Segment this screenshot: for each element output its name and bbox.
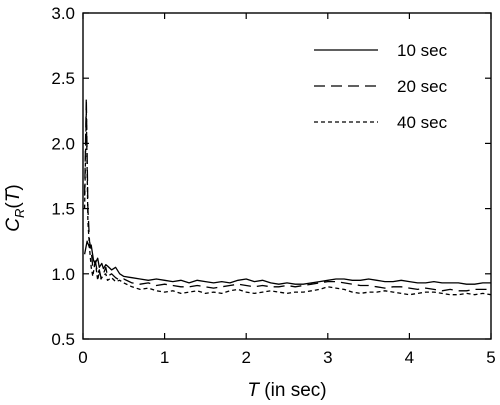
x-axis-label-unit: (in sec) (259, 380, 327, 401)
x-tick-label: 5 (486, 348, 495, 367)
y-tick-label: 1.0 (51, 265, 75, 284)
series-line-3 (83, 110, 492, 296)
x-tick-label: 3 (323, 348, 332, 367)
tick-labels-group: 0 1 2 3 4 5 0.5 1.0 1.5 2.0 2.5 3.0 (51, 4, 495, 367)
y-axis-label-base: C (3, 218, 24, 232)
y-tick-label: 2.0 (51, 134, 75, 153)
x-tick-label: 1 (160, 348, 169, 367)
series-line-2 (83, 97, 491, 292)
y-tick-label: 3.0 (51, 4, 75, 23)
x-tick-label: 4 (405, 348, 414, 367)
series-lines-group (83, 97, 492, 296)
x-axis-label: T (in sec) (247, 380, 326, 401)
y-axis-label: CR(T) (3, 184, 27, 231)
legend-label-1: 10 sec (397, 41, 448, 60)
ticks-group (82, 12, 492, 340)
legend-label-3: 40 sec (397, 113, 448, 132)
y-axis-label-close: ) (3, 184, 24, 190)
y-tick-label: 0.5 (51, 330, 75, 349)
legend-label-2: 20 sec (397, 77, 448, 96)
legend: 10 sec 20 sec 40 sec (314, 41, 448, 132)
y-axis-label-subscript: R (12, 209, 27, 218)
x-tick-label: 0 (78, 348, 87, 367)
y-tick-label: 2.5 (51, 69, 75, 88)
plot-frame (82, 12, 492, 340)
x-axis-label-var: T (247, 380, 260, 401)
series-line-1 (83, 240, 491, 285)
y-tick-label: 1.5 (51, 200, 75, 219)
y-axis-label-open: ( (3, 202, 24, 209)
x-tick-label: 2 (241, 348, 250, 367)
y-axis-label-var: T (3, 189, 24, 202)
